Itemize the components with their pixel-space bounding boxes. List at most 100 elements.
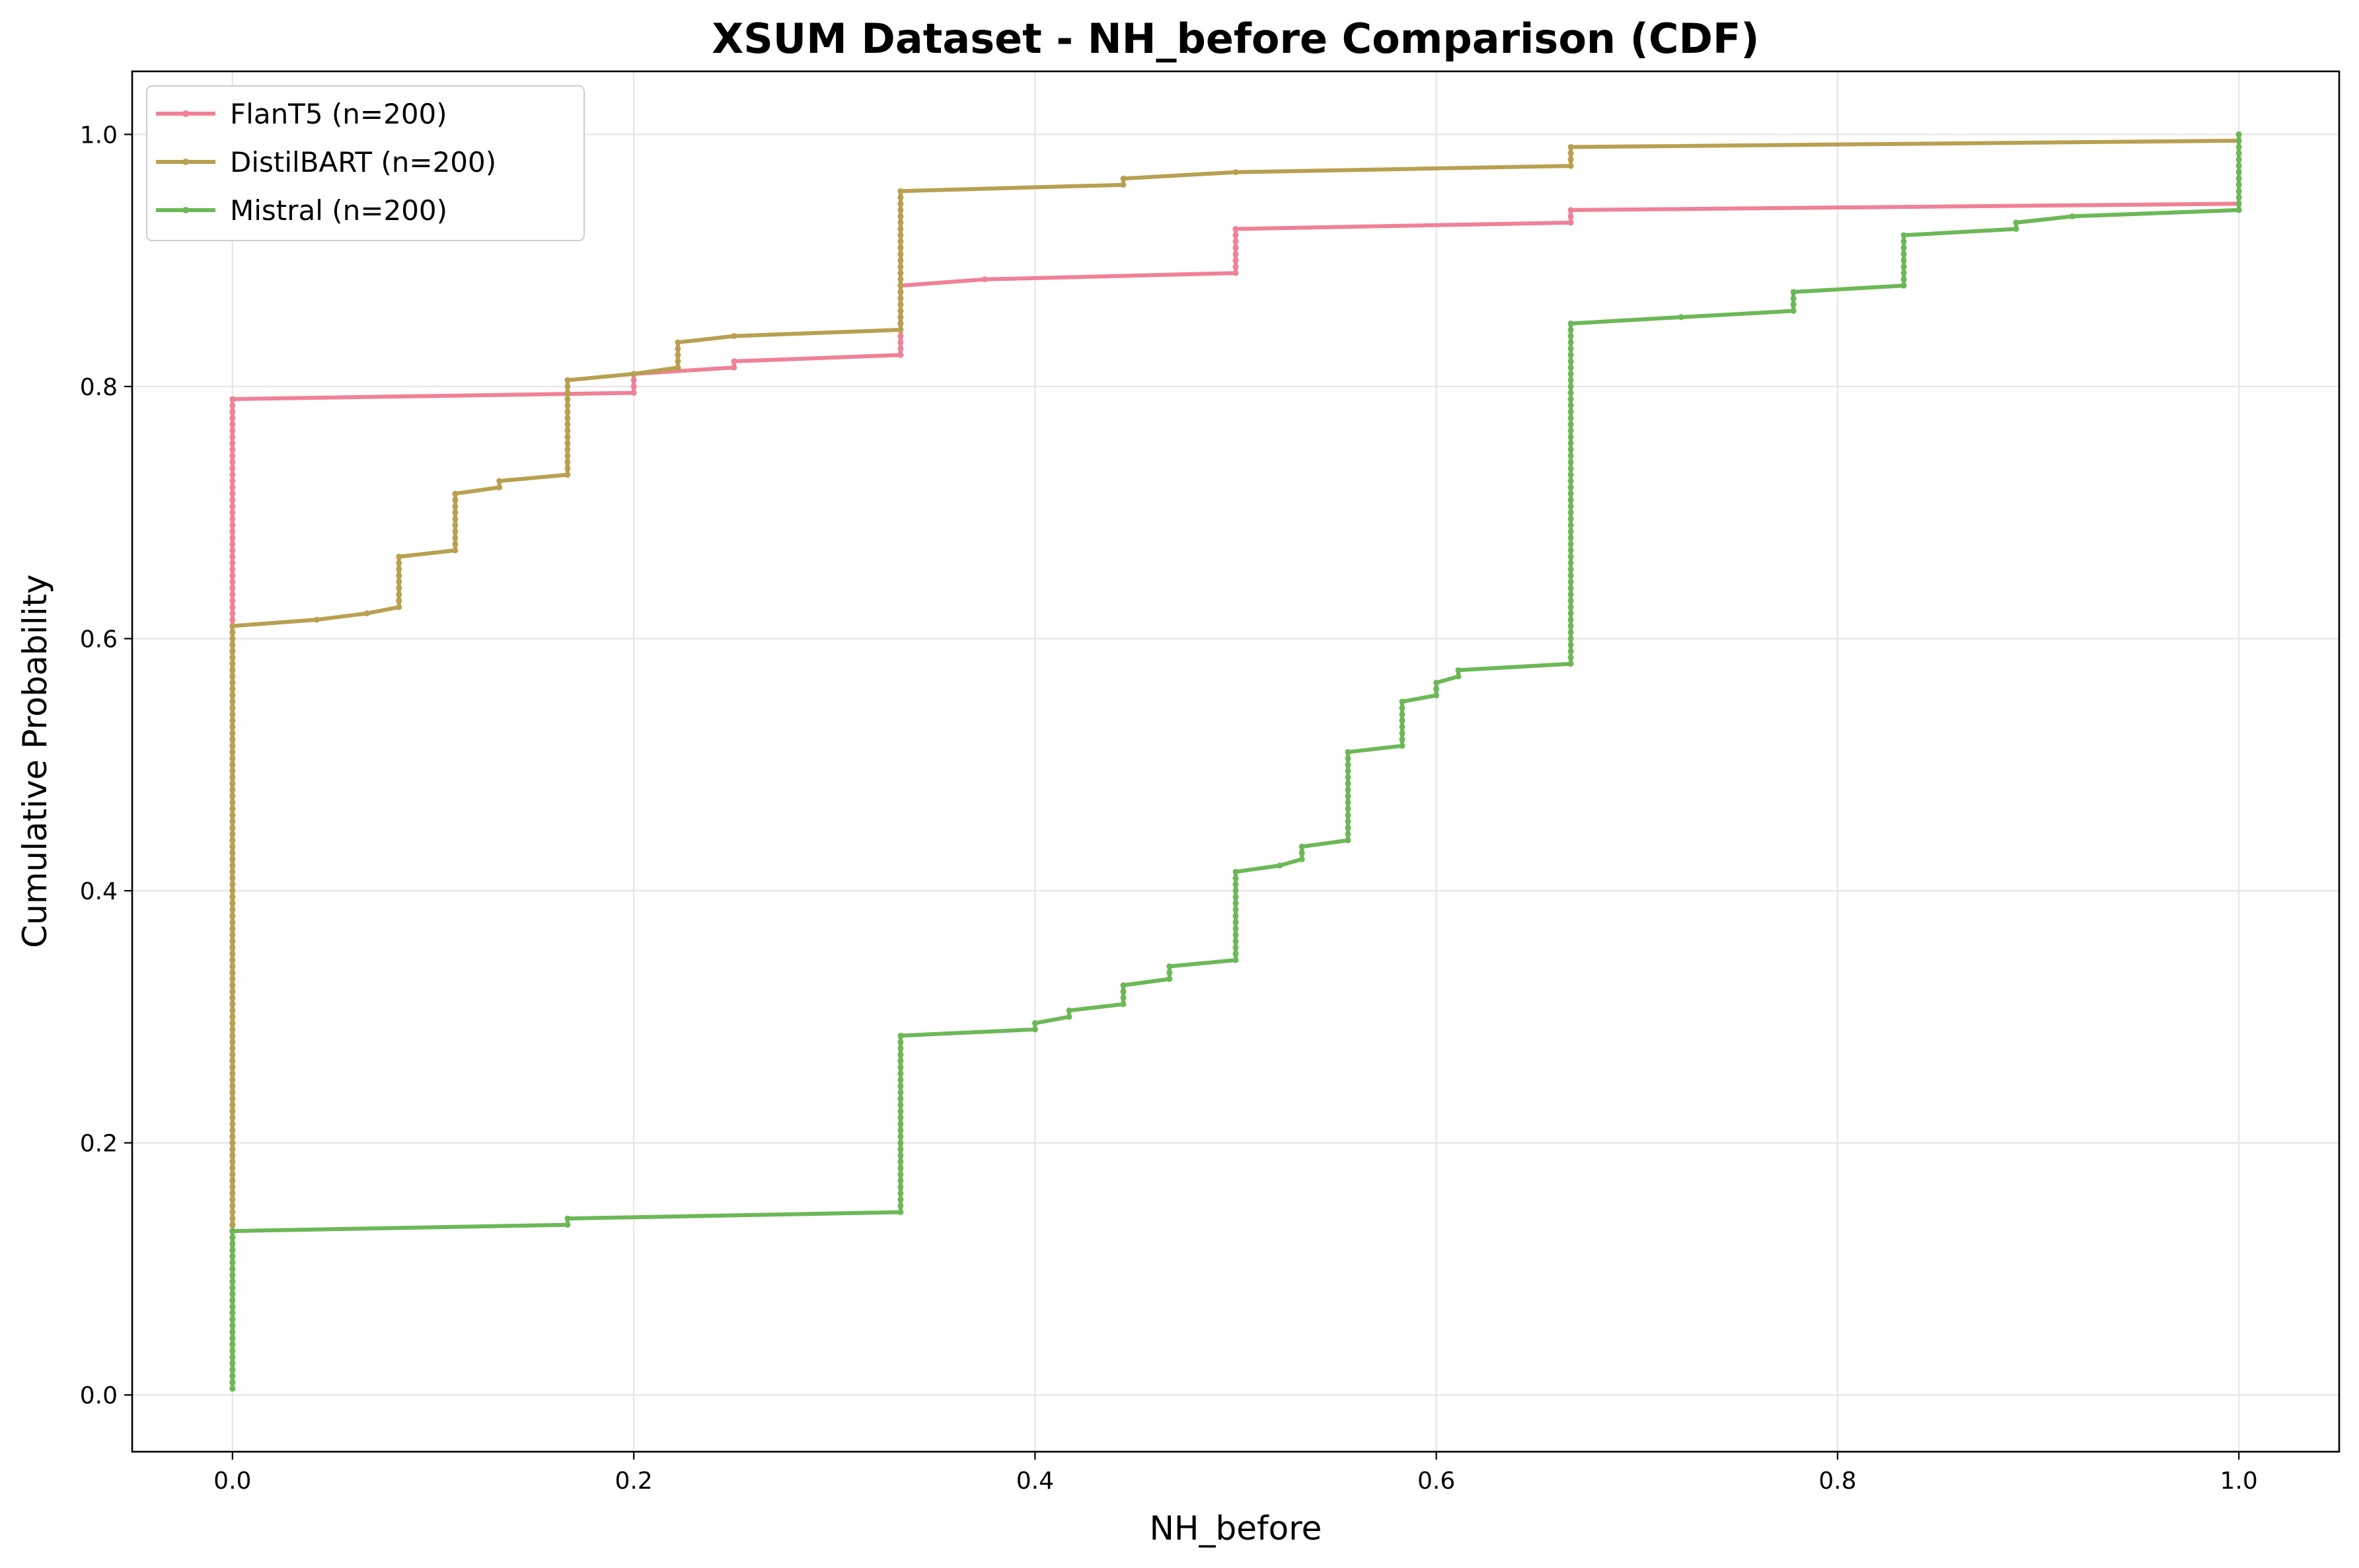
data-point	[630, 371, 637, 377]
data-point	[396, 585, 402, 591]
data-point	[229, 428, 236, 434]
data-point	[1567, 364, 1574, 371]
data-point	[1567, 396, 1574, 402]
data-point	[1567, 616, 1574, 623]
data-point	[1166, 969, 1173, 976]
data-point	[229, 1361, 236, 1366]
data-point	[229, 541, 236, 547]
data-point	[1277, 862, 1283, 869]
data-point	[229, 900, 236, 907]
data-point	[229, 850, 236, 856]
data-point	[897, 1076, 904, 1083]
data-point	[1567, 446, 1574, 453]
data-point	[1031, 1020, 1038, 1026]
data-point	[897, 346, 904, 352]
data-point	[564, 453, 571, 459]
data-point	[630, 383, 637, 390]
data-point	[2235, 163, 2242, 169]
legend-label: FlanT5 (n=200)	[230, 98, 447, 130]
y-tick-label: 0.4	[80, 878, 118, 905]
data-point	[1455, 667, 1462, 673]
data-point	[2069, 213, 2076, 219]
data-point	[897, 276, 904, 283]
data-point	[229, 453, 236, 459]
data-point	[2235, 194, 2242, 201]
data-point	[229, 648, 236, 655]
data-point	[1345, 793, 1351, 800]
data-point	[2235, 200, 2242, 207]
data-point	[229, 629, 236, 636]
data-point	[1345, 774, 1351, 780]
data-point	[229, 919, 236, 926]
data-point	[1298, 856, 1305, 862]
data-point	[1433, 686, 1440, 692]
data-point	[1567, 535, 1574, 541]
data-point	[1567, 207, 1574, 213]
data-point	[897, 1064, 904, 1070]
data-point	[1399, 724, 1405, 730]
data-point	[897, 1070, 904, 1077]
data-point	[229, 724, 236, 730]
data-point	[1678, 314, 1684, 320]
data-point	[229, 718, 236, 724]
data-point	[229, 515, 236, 522]
data-point	[229, 825, 236, 831]
data-point	[229, 1083, 236, 1090]
data-point	[229, 1354, 236, 1361]
data-point	[897, 1114, 904, 1121]
data-point	[1345, 831, 1351, 837]
data-point	[229, 736, 236, 743]
data-point	[1790, 289, 1797, 295]
data-point	[897, 1133, 904, 1140]
y-tick-label: 0.6	[80, 626, 118, 653]
data-point	[229, 1265, 236, 1272]
data-point	[1232, 950, 1239, 957]
data-point	[897, 1177, 904, 1184]
data-point	[229, 932, 236, 938]
data-point	[229, 522, 236, 529]
data-point	[452, 509, 459, 516]
data-point	[1567, 213, 1574, 219]
data-point	[1232, 244, 1239, 251]
data-point	[675, 364, 681, 371]
data-point	[229, 415, 236, 422]
data-point	[1567, 346, 1574, 352]
data-point	[897, 200, 904, 207]
data-point	[1345, 786, 1351, 793]
data-point	[229, 1026, 236, 1033]
data-point	[897, 194, 904, 201]
x-axis-title: NH_before	[1150, 1509, 1322, 1548]
data-point	[229, 1316, 236, 1323]
data-point	[1567, 541, 1574, 547]
data-point	[229, 944, 236, 951]
data-point	[229, 1140, 236, 1146]
data-point	[229, 1215, 236, 1222]
data-point	[1567, 654, 1574, 661]
data-point	[229, 616, 236, 623]
data-point	[1399, 743, 1405, 749]
data-point	[897, 1121, 904, 1127]
data-point	[229, 667, 236, 673]
data-point	[229, 692, 236, 698]
data-point	[897, 1165, 904, 1172]
data-point	[1232, 169, 1239, 176]
data-point	[2235, 157, 2242, 163]
data-point	[897, 188, 904, 194]
data-point	[229, 554, 236, 560]
data-point	[1567, 219, 1574, 226]
data-point	[396, 591, 402, 598]
data-point	[229, 1234, 236, 1241]
data-point	[229, 1114, 236, 1121]
data-point	[1232, 868, 1239, 875]
data-point	[1120, 989, 1127, 995]
data-point	[1399, 698, 1405, 705]
data-point	[229, 1127, 236, 1133]
data-point	[2235, 207, 2242, 213]
data-point	[2235, 182, 2242, 188]
data-point	[1900, 276, 1907, 283]
data-point	[229, 585, 236, 591]
chart-title: XSUM Dataset - NH_before Comparison (CDF…	[712, 15, 1759, 63]
data-point	[229, 440, 236, 447]
data-point	[229, 642, 236, 648]
data-point	[1232, 907, 1239, 913]
